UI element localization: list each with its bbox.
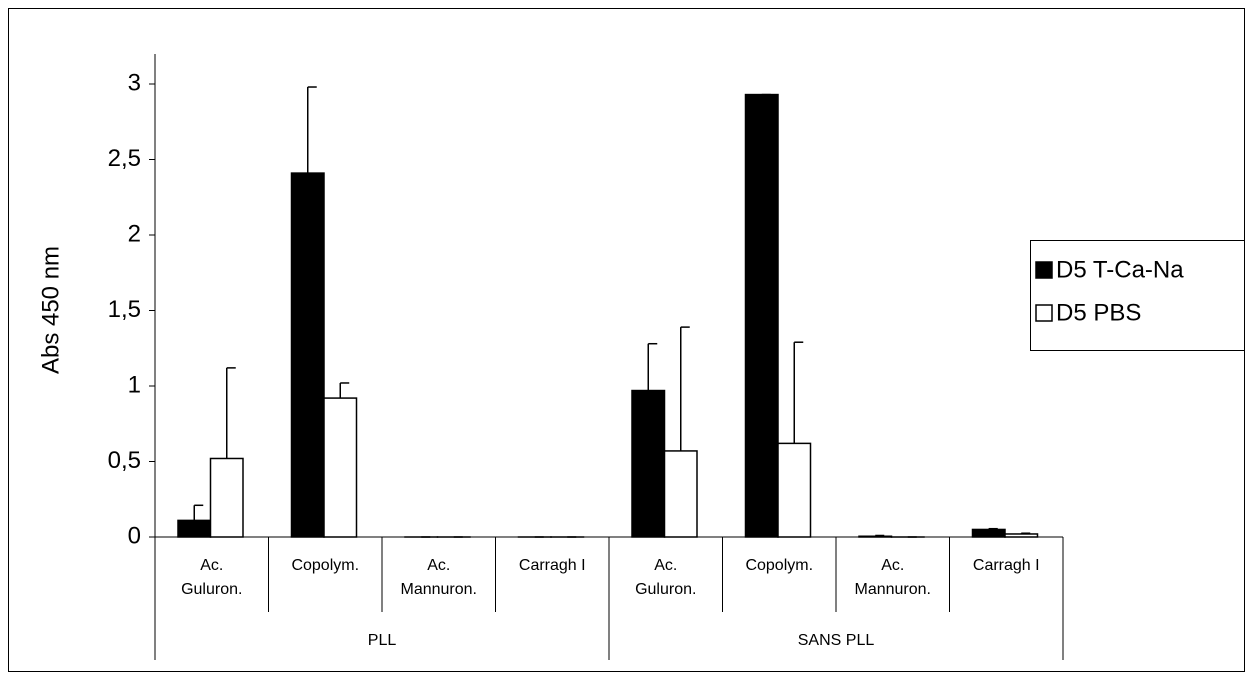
y-tick-label: 0 — [128, 522, 141, 549]
y-tick-label: 3 — [128, 69, 141, 96]
y-tick-label: 1 — [128, 371, 141, 398]
x-tick-label: Ac. Guluron. — [635, 557, 696, 598]
y-tick-label: 1,5 — [108, 296, 141, 323]
group-label: PLL — [368, 632, 397, 649]
legend-box — [1030, 240, 1245, 351]
y-axis-label: Abs 450 nm — [37, 246, 64, 374]
bar — [744, 93, 779, 538]
legend-label: D5 T-Ca-Na — [1056, 256, 1184, 283]
legend-swatch — [1035, 304, 1053, 322]
x-tick-label: Ac. Guluron. — [181, 557, 242, 598]
y-tick-label: 2,5 — [108, 145, 141, 172]
x-tick-label: Carragh I — [519, 557, 586, 574]
x-tick-label: Ac. Mannuron. — [401, 557, 478, 598]
x-tick-label: Carragh I — [973, 557, 1040, 574]
y-tick-label: 2 — [128, 220, 141, 247]
x-tick-label: Copolym. — [745, 557, 813, 574]
bar — [209, 457, 244, 538]
bar — [290, 172, 325, 538]
x-tick-label: Copolym. — [291, 557, 359, 574]
legend-swatch — [1035, 261, 1053, 279]
y-tick-label: 0,5 — [108, 447, 141, 474]
bar — [631, 389, 666, 538]
group-label: SANS PLL — [798, 632, 875, 649]
bar — [1004, 533, 1039, 538]
bar — [971, 528, 1006, 538]
x-tick-label: Ac. Mannuron. — [855, 557, 932, 598]
bar — [777, 442, 812, 538]
bar — [323, 397, 358, 538]
legend-label: D5 PBS — [1056, 299, 1141, 326]
bar — [177, 519, 212, 538]
bar — [858, 535, 893, 538]
bar — [663, 450, 698, 538]
